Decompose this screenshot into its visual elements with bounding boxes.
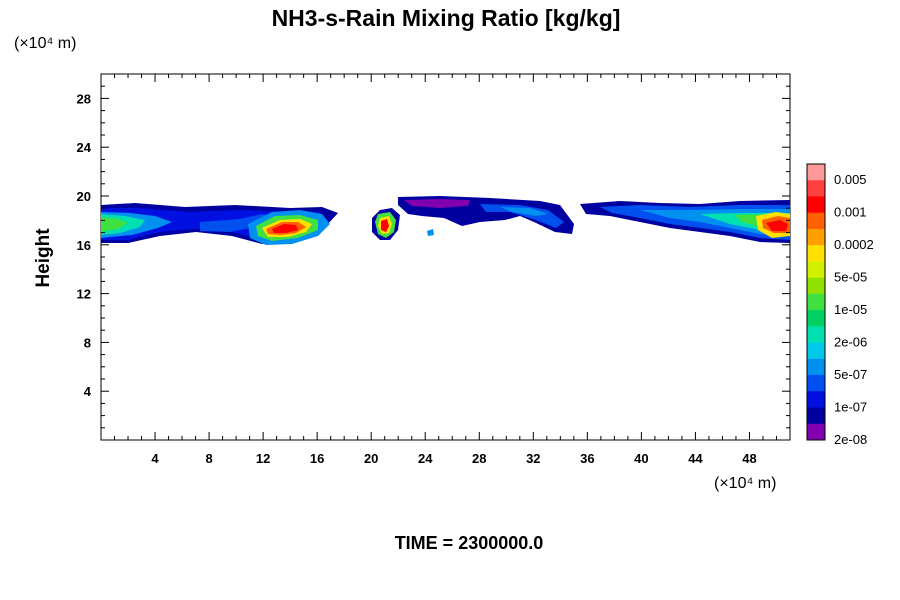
x-tick-label: 8 — [205, 451, 212, 466]
colorbar-frame — [806, 163, 826, 441]
contour-core3-red — [766, 220, 788, 231]
colorbar-label: 2e-08 — [834, 432, 867, 447]
y-tick-label: 28 — [77, 91, 91, 106]
x-tick-label: 36 — [580, 451, 594, 466]
chart-title: NH3-s-Rain Mixing Ratio [kg/kg] — [272, 5, 621, 31]
time-label: TIME = 2300000.0 — [395, 533, 544, 553]
x-tick-label: 4 — [151, 451, 159, 466]
y-tick-label: 4 — [84, 384, 92, 399]
colorbar: 0.005 0.001 0.0002 5e-05 1e-05 2e-06 5e-07 1e-0… — [806, 163, 874, 447]
y-tick-label: 12 — [77, 287, 91, 302]
colorbar-swatch — [807, 293, 825, 311]
x-unit-label: (×10⁴ m) — [714, 475, 776, 492]
y-axis-label: Height — [33, 228, 54, 288]
contour-core1-red — [272, 224, 298, 233]
plot-frame — [100, 73, 791, 441]
colorbar-swatch — [807, 261, 825, 279]
colorbar-label: 2e-06 — [834, 335, 867, 350]
contour-band-mid-purple — [404, 199, 470, 208]
y-tick-label: 16 — [77, 238, 91, 253]
contour-small-dot — [427, 229, 434, 236]
x-axis-ticks: 4 8 12 16 20 24 28 32 36 40 44 48 — [114, 74, 777, 466]
y-tick-label: 24 — [77, 140, 92, 155]
colorbar-swatch — [807, 180, 825, 197]
x-tick-label: 12 — [256, 451, 270, 466]
colorbar-label: 0.0002 — [834, 237, 874, 252]
y-axis-ticks: 4 8 12 16 20 24 28 — [77, 85, 790, 429]
colorbar-swatch — [807, 326, 825, 344]
colorbar-swatch — [807, 212, 825, 230]
y-tick-label: 8 — [84, 335, 91, 350]
x-tick-label: 32 — [526, 451, 540, 466]
colorbar-swatch — [807, 196, 825, 214]
x-tick-label: 48 — [742, 451, 756, 466]
x-tick-label: 40 — [634, 451, 648, 466]
colorbar-label: 1e-05 — [834, 302, 867, 317]
x-tick-label: 16 — [310, 451, 324, 466]
contour-band-left-green — [101, 217, 128, 232]
y-unit-label: (×10⁴ m) — [14, 35, 76, 52]
colorbar-swatch — [807, 407, 825, 425]
x-tick-label: 44 — [688, 451, 703, 466]
colorbar-swatch — [807, 245, 825, 262]
colorbar-swatch — [807, 342, 825, 360]
colorbar-swatch — [807, 310, 825, 327]
colorbar-swatch — [807, 391, 825, 409]
colorbar-swatch — [807, 423, 825, 441]
colorbar-label: 0.005 — [834, 172, 867, 187]
colorbar-swatch — [807, 375, 825, 392]
colorbar-label: 0.001 — [834, 205, 867, 220]
x-tick-label: 24 — [418, 451, 433, 466]
contour-field — [101, 196, 790, 245]
contour-band-mid-cyan — [500, 207, 548, 216]
colorbar-swatch — [807, 277, 825, 295]
x-tick-label: 28 — [472, 451, 486, 466]
y-tick-label: 20 — [77, 189, 91, 204]
colorbar-label: 1e-07 — [834, 400, 867, 415]
x-tick-label: 20 — [364, 451, 378, 466]
colorbar-swatch — [807, 164, 825, 181]
colorbar-label: 5e-05 — [834, 270, 867, 285]
contour-core2-red — [381, 219, 389, 232]
colorbar-label: 5e-07 — [834, 367, 867, 382]
colorbar-swatch — [807, 228, 825, 246]
contour-band-mid-blue — [480, 204, 564, 228]
colorbar-swatch — [807, 358, 825, 376]
